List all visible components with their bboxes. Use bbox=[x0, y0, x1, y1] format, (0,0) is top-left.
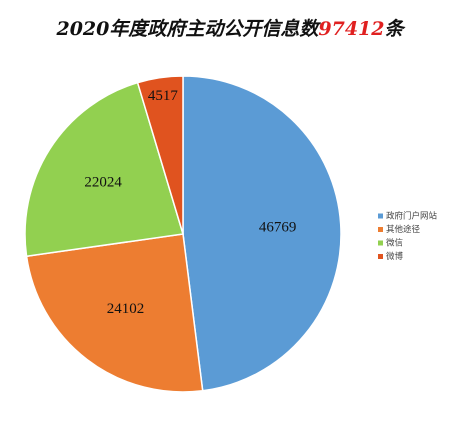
legend-label: 微博 bbox=[386, 251, 404, 262]
data-label: 46769 bbox=[259, 220, 297, 236]
legend-label: 政府门户网站 bbox=[386, 211, 438, 222]
legend-swatch bbox=[378, 240, 383, 246]
chart-title: 2020年度政府主动公开信息数97412条 bbox=[55, 18, 406, 40]
pie-slice bbox=[24, 81, 184, 258]
pie-slice bbox=[182, 75, 342, 392]
legend-swatch bbox=[378, 213, 383, 219]
legend-label: 其他途径 bbox=[386, 224, 421, 235]
pie-slice bbox=[25, 233, 204, 393]
data-label: 22024 bbox=[84, 174, 122, 190]
pie-slice bbox=[136, 75, 184, 235]
legend-swatch bbox=[378, 227, 383, 232]
data-label: 24102 bbox=[107, 301, 145, 317]
title-part: 条 bbox=[384, 18, 406, 40]
title-part: 2020年度政府主动公开信息数 bbox=[55, 18, 321, 40]
data-label: 4517 bbox=[148, 88, 179, 104]
legend-label: 微信 bbox=[386, 238, 404, 249]
legend-swatch bbox=[378, 254, 383, 259]
title-part: 97412 bbox=[318, 18, 384, 40]
